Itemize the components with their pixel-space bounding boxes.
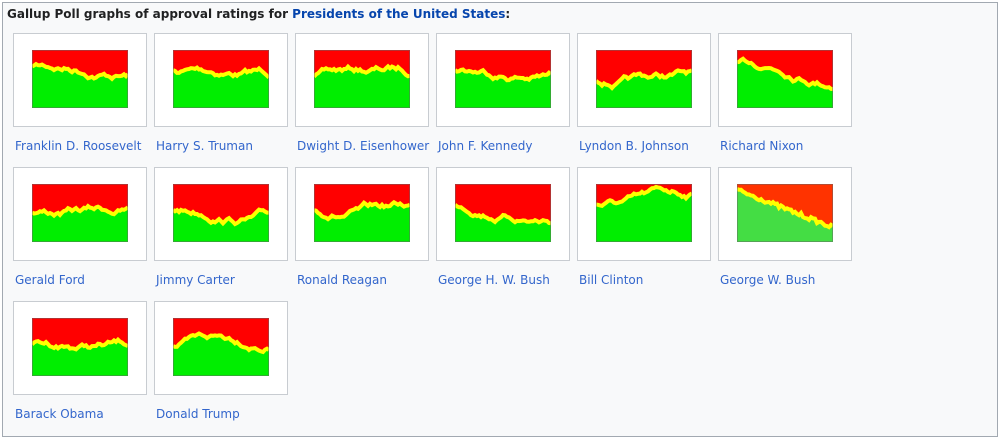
thumbnail-chart: [737, 50, 833, 108]
thumbnail-box: [154, 33, 288, 127]
caption[interactable]: Richard Nixon: [720, 139, 804, 153]
caption[interactable]: Jimmy Carter: [156, 273, 235, 287]
thumb-axis: [173, 318, 269, 376]
thumbnail-box: [13, 167, 147, 261]
thumb-band: [314, 63, 410, 79]
thumbnail-chart: [32, 50, 128, 108]
thumbnail-box: [436, 33, 570, 127]
caption[interactable]: Lyndon B. Johnson: [579, 139, 689, 153]
caption[interactable]: Franklin D. Roosevelt: [15, 139, 142, 153]
thumbnail-chart: [314, 184, 410, 242]
thumbnail-box: [13, 301, 147, 395]
thumbnail-box: [295, 33, 429, 127]
thumb-band: [173, 207, 269, 227]
caption[interactable]: Bill Clinton: [579, 273, 644, 287]
thumbnail-box: [436, 167, 570, 261]
thumb-area: [596, 70, 692, 108]
caption[interactable]: John F. Kennedy: [438, 139, 533, 153]
thumb-axis: [314, 50, 410, 108]
thumb-band: [314, 199, 410, 222]
thumb-area: [455, 204, 551, 242]
caption[interactable]: Barack Obama: [15, 407, 104, 421]
thumbnail-box: [154, 167, 288, 261]
thumbnail-box: [577, 167, 711, 261]
thumbnail-chart: [173, 50, 269, 108]
gallery-header: Gallup Poll graphs of approval ratings f…: [7, 7, 510, 21]
thumb-axis: [32, 50, 128, 108]
thumb-axis: [596, 184, 692, 242]
thumb-band: [737, 187, 833, 230]
thumb-band: [596, 184, 692, 208]
thumbnail-chart: [455, 184, 551, 242]
caption[interactable]: Harry S. Truman: [156, 139, 253, 153]
thumb-band: [173, 331, 269, 355]
thumb-band: [737, 56, 833, 92]
caption[interactable]: Ronald Reagan: [297, 273, 387, 287]
thumbnail-chart: [455, 50, 551, 108]
thumb-band: [455, 203, 551, 226]
thumbnail-box: [577, 33, 711, 127]
thumb-area: [314, 202, 410, 242]
caption[interactable]: Dwight D. Eisenhower: [297, 139, 430, 153]
thumb-axis: [173, 50, 269, 108]
thumb-axis: [737, 50, 833, 108]
thumbnail-box: [718, 167, 852, 261]
thumbnail-chart: [314, 50, 410, 108]
thumb-axis: [314, 184, 410, 242]
caption[interactable]: George W. Bush: [720, 273, 816, 287]
thumb-area: [314, 66, 410, 108]
thumbnail-chart: [737, 184, 833, 242]
thumbnail-chart: [173, 318, 269, 376]
thumbnail-chart: [596, 50, 692, 108]
header-link[interactable]: Presidents of the United States: [292, 7, 506, 21]
thumb-area: [173, 67, 269, 108]
thumb-band: [173, 65, 269, 80]
header-text: Gallup Poll graphs of approval ratings f…: [7, 7, 293, 21]
thumb-band: [32, 203, 128, 219]
thumb-axis: [737, 184, 833, 242]
thumb-axis: [455, 184, 551, 242]
thumbnail-chart: [32, 184, 128, 242]
thumb-band: [32, 61, 128, 82]
thumb-axis: [32, 184, 128, 242]
caption[interactable]: Donald Trump: [156, 407, 240, 421]
thumb-axis: [455, 50, 551, 108]
thumb-area: [596, 186, 692, 242]
thumbnail-chart: [173, 184, 269, 242]
thumb-band: [596, 68, 692, 91]
caption[interactable]: Gerald Ford: [15, 273, 85, 287]
header-suffix: :: [505, 7, 511, 21]
thumb-band: [455, 67, 551, 83]
thumbnail-chart: [32, 318, 128, 376]
caption[interactable]: George H. W. Bush: [438, 273, 550, 287]
thumbnail-box: [295, 167, 429, 261]
thumbnail-chart: [596, 184, 692, 242]
thumb-axis: [596, 50, 692, 108]
thumb-area: [173, 209, 269, 242]
thumb-area: [173, 333, 269, 376]
thumbnail-box: [154, 301, 288, 395]
thumb-area: [737, 189, 833, 242]
thumbnail-box: [718, 33, 852, 127]
thumb-axis: [32, 318, 128, 376]
thumb-band: [32, 336, 128, 352]
thumb-axis: [173, 184, 269, 242]
thumbnail-box: [13, 33, 147, 127]
